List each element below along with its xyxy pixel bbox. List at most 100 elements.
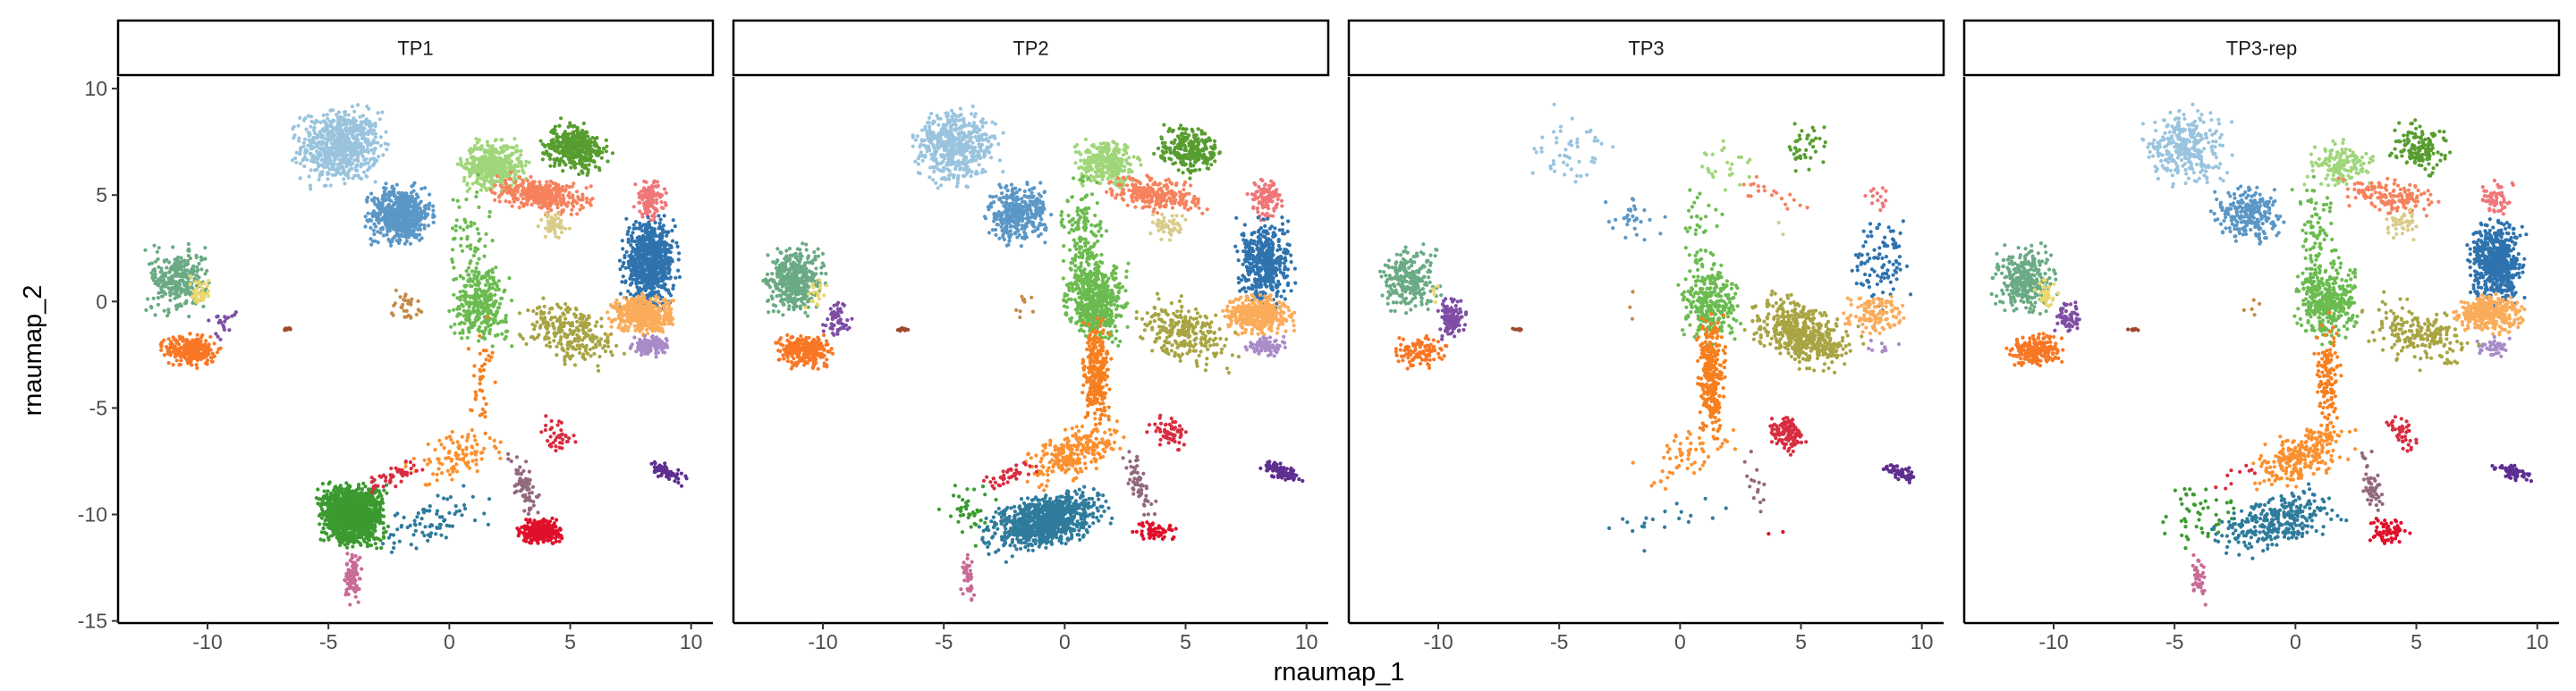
data-point-cluster-0 bbox=[335, 121, 340, 125]
data-point-cluster-14 bbox=[194, 296, 199, 300]
data-point-cluster-2 bbox=[479, 155, 485, 159]
data-point-cluster-10 bbox=[572, 329, 577, 333]
data-point-cluster-10 bbox=[583, 331, 589, 335]
data-point-cluster-14 bbox=[200, 298, 206, 302]
data-point-cluster-0 bbox=[311, 154, 316, 158]
data-point-cluster-10 bbox=[535, 320, 539, 324]
data-point-cluster-10 bbox=[548, 317, 553, 322]
data-point-cluster-0 bbox=[325, 158, 329, 163]
data-point-cluster-7 bbox=[666, 230, 671, 234]
data-point-cluster-0 bbox=[366, 161, 371, 165]
data-point-cluster-1 bbox=[378, 226, 383, 232]
data-point-cluster-0 bbox=[328, 122, 333, 127]
data-point-cluster-2 bbox=[458, 156, 463, 161]
data-point-cluster-12 bbox=[472, 293, 477, 298]
data-point-cluster-4 bbox=[532, 200, 538, 205]
data-point-cluster-0 bbox=[322, 183, 326, 188]
data-point-cluster-13 bbox=[172, 262, 176, 266]
data-point-cluster-12 bbox=[451, 198, 455, 202]
data-point-cluster-11 bbox=[452, 308, 456, 312]
data-point-cluster-11 bbox=[493, 315, 498, 319]
data-point-cluster-13 bbox=[157, 246, 161, 250]
data-point-cluster-2 bbox=[468, 186, 472, 191]
data-point-cluster-0 bbox=[343, 148, 349, 153]
data-point-cluster-7 bbox=[663, 282, 667, 287]
data-point-cluster-2 bbox=[514, 144, 519, 148]
data-point-cluster-0 bbox=[341, 152, 345, 156]
data-point-cluster-13 bbox=[179, 304, 183, 308]
data-point-cluster-10 bbox=[559, 328, 564, 333]
data-point-cluster-13 bbox=[194, 255, 199, 260]
data-point-cluster-2 bbox=[502, 173, 507, 179]
data-point-cluster-7 bbox=[677, 251, 682, 256]
data-point-cluster-4 bbox=[563, 189, 567, 193]
data-point-cluster-0 bbox=[317, 150, 321, 155]
data-point-cluster-1 bbox=[387, 239, 392, 243]
data-point-cluster-0 bbox=[360, 154, 365, 158]
data-point-cluster-0 bbox=[372, 147, 377, 152]
data-point-cluster-5 bbox=[648, 195, 653, 199]
data-point-cluster-0 bbox=[347, 128, 352, 132]
data-point-cluster-8 bbox=[648, 297, 653, 301]
data-point-cluster-12 bbox=[487, 215, 492, 219]
data-point-cluster-12 bbox=[475, 227, 479, 232]
data-point-cluster-12 bbox=[453, 228, 458, 232]
data-point-cluster-0 bbox=[343, 138, 348, 142]
data-point-cluster-2 bbox=[477, 146, 481, 150]
data-point-cluster-9 bbox=[646, 340, 650, 344]
data-point-cluster-10 bbox=[571, 346, 575, 350]
data-point-cluster-1 bbox=[409, 190, 413, 195]
data-point-cluster-3 bbox=[554, 157, 558, 162]
data-point-cluster-3 bbox=[557, 145, 562, 149]
data-point-cluster-0 bbox=[326, 125, 330, 130]
data-point-cluster-10 bbox=[602, 343, 607, 349]
data-point-cluster-9 bbox=[665, 342, 669, 347]
data-point-cluster-0 bbox=[321, 127, 326, 131]
data-point-cluster-9 bbox=[655, 335, 659, 340]
data-point-cluster-2 bbox=[515, 149, 520, 154]
data-point-cluster-4 bbox=[521, 197, 526, 201]
data-point-cluster-10 bbox=[583, 334, 589, 339]
data-point-cluster-11 bbox=[455, 314, 460, 318]
data-point-cluster-7 bbox=[626, 259, 631, 264]
data-point-cluster-0 bbox=[337, 154, 342, 158]
data-point-cluster-7 bbox=[628, 282, 633, 287]
data-point-cluster-0 bbox=[376, 111, 380, 115]
data-point-cluster-12 bbox=[477, 232, 481, 236]
data-point-cluster-7 bbox=[668, 293, 674, 298]
data-point-cluster-3 bbox=[580, 169, 584, 173]
data-point-cluster-0 bbox=[293, 156, 298, 161]
data-point-cluster-12 bbox=[478, 281, 482, 285]
data-point-cluster-13 bbox=[184, 275, 189, 280]
data-point-cluster-11 bbox=[490, 344, 495, 349]
data-point-cluster-15 bbox=[162, 353, 166, 358]
data-point-cluster-8 bbox=[654, 294, 658, 299]
data-point-cluster-7 bbox=[643, 242, 648, 247]
data-point-cluster-10 bbox=[547, 344, 553, 349]
data-point-cluster-4 bbox=[567, 190, 572, 195]
data-point-cluster-12 bbox=[482, 289, 487, 293]
data-point-cluster-1 bbox=[394, 208, 400, 214]
data-point-cluster-10 bbox=[568, 324, 573, 328]
data-point-cluster-3 bbox=[581, 164, 587, 169]
data-point-cluster-10 bbox=[571, 332, 575, 336]
data-point-cluster-3 bbox=[549, 146, 554, 151]
data-point-cluster-0 bbox=[319, 171, 325, 175]
data-point-cluster-3 bbox=[587, 163, 591, 167]
data-point-cluster-4 bbox=[576, 197, 581, 201]
data-point-cluster-0 bbox=[361, 145, 366, 149]
data-point-cluster-0 bbox=[356, 173, 360, 178]
data-point-cluster-10 bbox=[559, 335, 564, 340]
data-point-cluster-0 bbox=[321, 113, 326, 118]
data-point-cluster-5 bbox=[653, 207, 657, 212]
data-point-cluster-7 bbox=[635, 236, 640, 240]
data-point-cluster-3 bbox=[557, 151, 562, 156]
data-point-cluster-2 bbox=[513, 173, 517, 177]
data-point-cluster-8 bbox=[632, 302, 637, 307]
data-point-cluster-3 bbox=[557, 123, 562, 128]
data-point-cluster-8 bbox=[662, 318, 667, 323]
data-point-cluster-13 bbox=[154, 280, 158, 284]
data-point-cluster-7 bbox=[648, 281, 652, 285]
data-point-cluster-12 bbox=[458, 225, 462, 230]
data-point-cluster-11 bbox=[507, 276, 512, 281]
